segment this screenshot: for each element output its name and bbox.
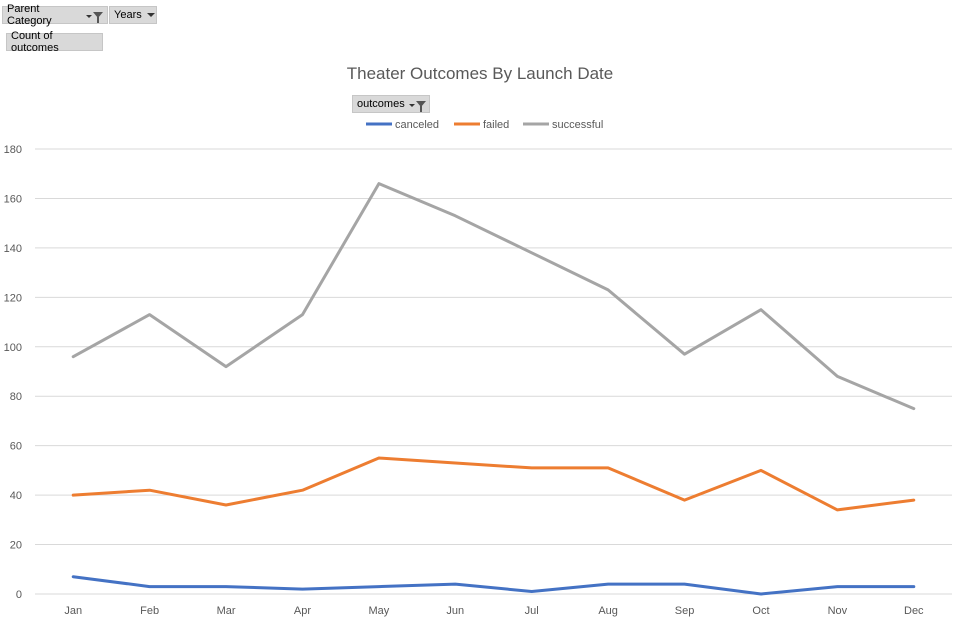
x-tick-label: Apr [294, 605, 311, 617]
legend-field-label: outcomes [357, 98, 405, 110]
years-filter-button[interactable]: Years [109, 6, 157, 24]
y-tick-label: 100 [4, 342, 22, 354]
x-tick-label: Sep [675, 605, 695, 617]
chart-legend: canceled failed successful [366, 119, 603, 131]
series-line-successful [71, 182, 916, 411]
dropdown-arrow-icon [146, 13, 155, 17]
parent-category-label: Parent Category [7, 3, 52, 27]
filter-funnel-icon [415, 101, 426, 112]
legend-label-failed: failed [483, 119, 509, 131]
x-tick-label: Nov [828, 605, 848, 617]
series-line-failed [71, 456, 916, 512]
values-field-label: Count of outcomes [11, 30, 59, 54]
dropdown-arrow-icon [408, 104, 415, 107]
x-tick-label: Jan [64, 605, 82, 617]
x-tick-label: Dec [904, 605, 924, 617]
x-axis-ticks: Jan Feb Mar Apr May Jun Jul Aug Sep Oct Nov Dec [64, 605, 924, 617]
y-tick-label: 20 [10, 540, 22, 552]
y-tick-label: 80 [10, 391, 22, 403]
x-tick-label: May [368, 605, 389, 617]
y-tick-label: 60 [10, 441, 22, 453]
x-tick-label: Oct [752, 605, 769, 617]
chart-title: Theater Outcomes By Launch Date [347, 64, 613, 83]
x-tick-label: Jul [525, 605, 539, 617]
y-tick-label: 180 [4, 144, 22, 156]
y-tick-label: 140 [4, 243, 22, 255]
x-tick-label: Jun [446, 605, 464, 617]
series-lines [71, 182, 916, 596]
legend-label-canceled: canceled [395, 119, 439, 131]
x-tick-label: Mar [217, 605, 236, 617]
dropdown-arrow-icon [86, 15, 92, 18]
y-axis-ticks: 0 20 40 60 80 100 120 140 160 180 [4, 144, 22, 601]
x-tick-label: Feb [140, 605, 159, 617]
parent-category-filter-button[interactable]: Parent Category [2, 3, 108, 27]
gridlines [35, 148, 952, 595]
y-tick-label: 0 [16, 589, 22, 601]
y-tick-label: 120 [4, 292, 22, 304]
series-line-canceled [71, 575, 916, 596]
values-field-button[interactable]: Count of outcomes [6, 30, 103, 54]
y-tick-label: 160 [4, 193, 22, 205]
filter-funnel-icon [93, 12, 103, 23]
years-label: Years [114, 9, 142, 21]
y-tick-label: 40 [10, 490, 22, 502]
legend-field-button[interactable]: outcomes [352, 95, 430, 113]
x-tick-label: Aug [598, 605, 618, 617]
legend-label-successful: successful [552, 119, 603, 131]
